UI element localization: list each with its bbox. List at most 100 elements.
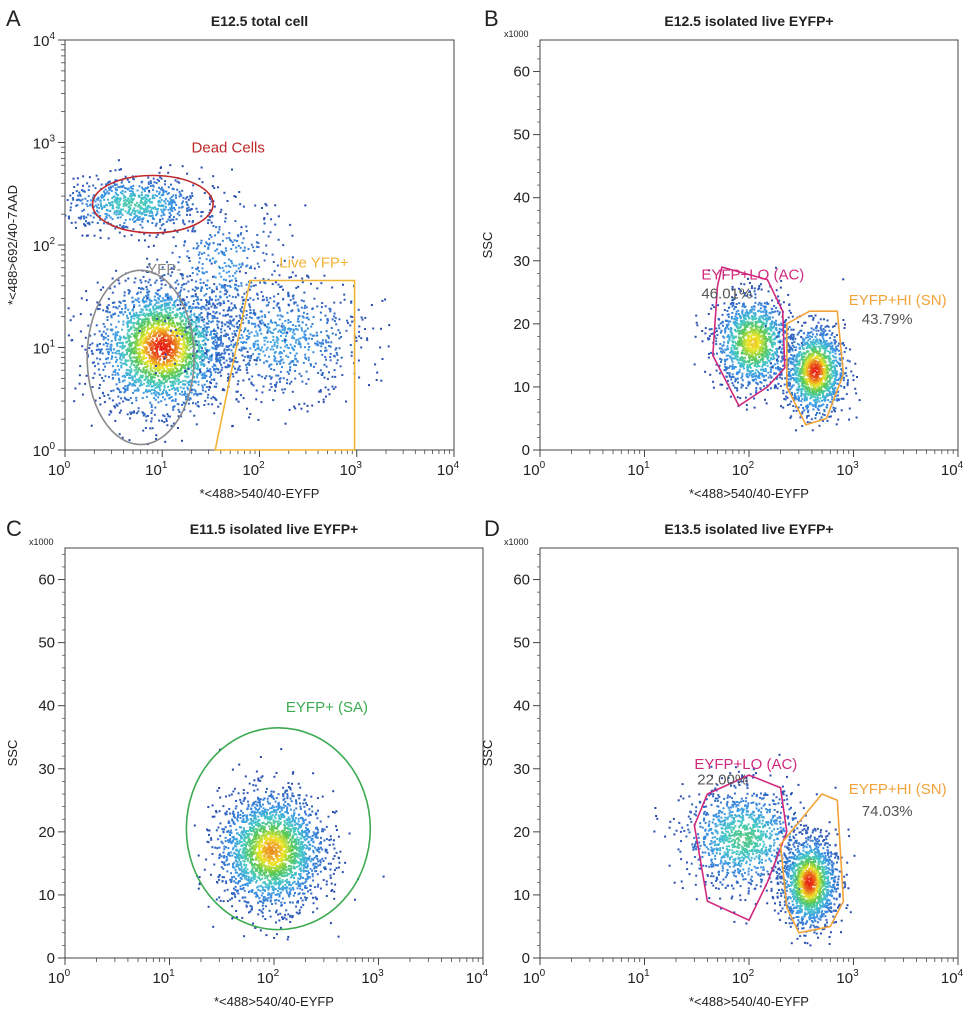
event-dot	[156, 213, 159, 215]
event-dot	[230, 247, 233, 250]
event-dot	[338, 347, 341, 350]
event-dot	[205, 331, 208, 334]
event-dot	[174, 346, 177, 349]
event-dot	[187, 375, 190, 378]
event-dot	[192, 295, 195, 298]
event-dot	[116, 203, 119, 205]
event-dot	[222, 388, 225, 391]
event-dot	[267, 328, 270, 331]
y-tick-label: 103	[33, 134, 56, 153]
event-dot	[227, 353, 230, 356]
event-dot	[753, 290, 756, 293]
event-dot	[171, 311, 174, 313]
event-dot	[177, 389, 180, 392]
event-dot	[233, 330, 236, 333]
event-dot	[223, 349, 226, 352]
event-dot	[145, 285, 148, 288]
event-dot	[147, 313, 150, 316]
event-dot	[144, 239, 146, 242]
event-dot	[278, 274, 281, 277]
event-dot	[146, 271, 149, 273]
event-dot	[215, 382, 218, 385]
event-dot	[126, 314, 128, 317]
event-dot	[180, 415, 183, 418]
event-dot	[148, 344, 151, 346]
event-dot	[146, 332, 148, 335]
event-dot	[276, 346, 278, 349]
event-dot	[281, 322, 284, 325]
event-dot	[111, 328, 114, 331]
event-dot	[254, 322, 257, 325]
event-dot	[282, 288, 284, 291]
event-dot	[747, 277, 749, 280]
event-dot	[228, 338, 231, 341]
event-dot	[181, 320, 184, 323]
event-dot	[208, 388, 210, 391]
event-dot	[142, 301, 145, 304]
event-dot	[150, 375, 152, 378]
event-dot	[242, 237, 245, 240]
event-dot	[191, 388, 194, 391]
event-dot	[235, 322, 238, 325]
event-dot	[144, 338, 147, 341]
event-dot	[242, 249, 245, 252]
event-dot	[96, 281, 99, 284]
event-dot	[197, 349, 200, 352]
event-dot	[95, 348, 98, 351]
event-dot	[291, 271, 294, 274]
event-dot	[187, 206, 190, 209]
event-dot	[333, 315, 336, 318]
event-dot	[198, 350, 201, 353]
event-dot	[255, 389, 258, 392]
event-dot	[375, 379, 378, 381]
event-dot	[217, 371, 220, 374]
event-dot	[96, 222, 99, 224]
event-dot	[210, 378, 213, 381]
event-dot	[297, 320, 300, 323]
event-dot	[133, 321, 136, 324]
event-dot	[248, 332, 251, 335]
event-dot	[226, 200, 229, 202]
event-dot	[138, 287, 140, 289]
event-dot	[153, 376, 156, 379]
event-dot	[180, 194, 183, 197]
event-dot	[150, 311, 153, 314]
event-dot	[147, 365, 150, 367]
event-dot	[204, 326, 207, 329]
event-dot	[722, 349, 725, 352]
event-dot	[204, 374, 207, 377]
event-dot	[133, 352, 136, 355]
event-dot	[289, 369, 292, 372]
event-dot	[780, 347, 783, 350]
event-dot	[276, 302, 279, 305]
event-dot	[263, 217, 266, 219]
event-dot	[178, 351, 181, 354]
event-dot	[215, 367, 218, 370]
event-dot	[158, 367, 161, 370]
event-dot	[76, 177, 79, 180]
event-dot	[242, 322, 245, 324]
event-dot	[207, 403, 210, 406]
event-dot	[129, 411, 132, 414]
event-dot	[80, 215, 83, 218]
event-dot	[196, 301, 199, 304]
event-dot	[291, 390, 294, 393]
event-dot	[100, 348, 103, 351]
event-dot	[123, 345, 126, 348]
event-dot	[109, 346, 112, 348]
event-dot	[65, 214, 67, 217]
event-dot	[207, 246, 210, 249]
event-dot	[91, 352, 94, 355]
event-dot	[303, 402, 306, 405]
event-dot	[199, 367, 202, 370]
y-tick-label: 102	[33, 236, 56, 255]
event-dot	[210, 356, 213, 359]
event-dot	[192, 359, 195, 362]
event-dot	[200, 363, 203, 366]
event-dot	[275, 324, 278, 327]
event-dot	[192, 247, 195, 250]
event-dot	[748, 282, 751, 284]
event-dot	[357, 308, 360, 311]
event-dot	[126, 372, 129, 375]
event-dot	[189, 274, 192, 277]
